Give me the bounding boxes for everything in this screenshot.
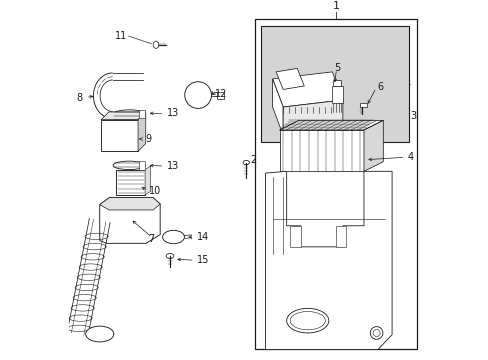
Text: 5: 5 <box>333 63 340 73</box>
Ellipse shape <box>166 253 174 258</box>
Polygon shape <box>279 130 363 171</box>
Ellipse shape <box>113 110 145 118</box>
Text: 9: 9 <box>145 134 151 144</box>
Polygon shape <box>265 171 391 350</box>
Text: 10: 10 <box>149 186 161 196</box>
Ellipse shape <box>113 161 145 170</box>
Polygon shape <box>272 79 283 135</box>
Text: 15: 15 <box>197 255 209 265</box>
Polygon shape <box>100 198 160 210</box>
Bar <box>335 226 346 247</box>
Text: 14: 14 <box>197 232 209 242</box>
Text: 6: 6 <box>377 82 383 92</box>
Text: 1: 1 <box>332 1 339 12</box>
Ellipse shape <box>85 326 114 342</box>
Ellipse shape <box>243 161 249 165</box>
Text: 13: 13 <box>167 108 179 118</box>
Bar <box>101 120 138 151</box>
Text: 8: 8 <box>76 93 82 103</box>
Bar <box>139 110 145 118</box>
Bar <box>255 19 416 350</box>
Text: 12: 12 <box>214 89 226 99</box>
Polygon shape <box>283 100 342 135</box>
Bar <box>289 226 300 247</box>
Ellipse shape <box>163 230 184 244</box>
Text: 4: 4 <box>407 152 413 162</box>
Text: 13: 13 <box>167 161 179 171</box>
Bar <box>139 161 145 170</box>
Polygon shape <box>153 41 159 49</box>
Bar <box>217 91 224 99</box>
Polygon shape <box>363 120 383 171</box>
Ellipse shape <box>286 309 328 333</box>
Polygon shape <box>272 72 342 107</box>
Bar <box>359 103 367 107</box>
Polygon shape <box>279 120 383 130</box>
Text: 11: 11 <box>114 31 126 41</box>
Bar <box>116 170 145 195</box>
Text: 3: 3 <box>409 111 416 121</box>
Ellipse shape <box>289 311 325 330</box>
Bar <box>333 80 341 86</box>
Polygon shape <box>138 112 145 151</box>
Bar <box>261 26 408 142</box>
Polygon shape <box>276 68 304 89</box>
Text: 2: 2 <box>249 155 256 165</box>
Polygon shape <box>100 198 160 243</box>
Polygon shape <box>145 166 150 195</box>
Bar <box>331 86 342 103</box>
Text: 7: 7 <box>148 234 155 244</box>
Polygon shape <box>101 112 145 120</box>
